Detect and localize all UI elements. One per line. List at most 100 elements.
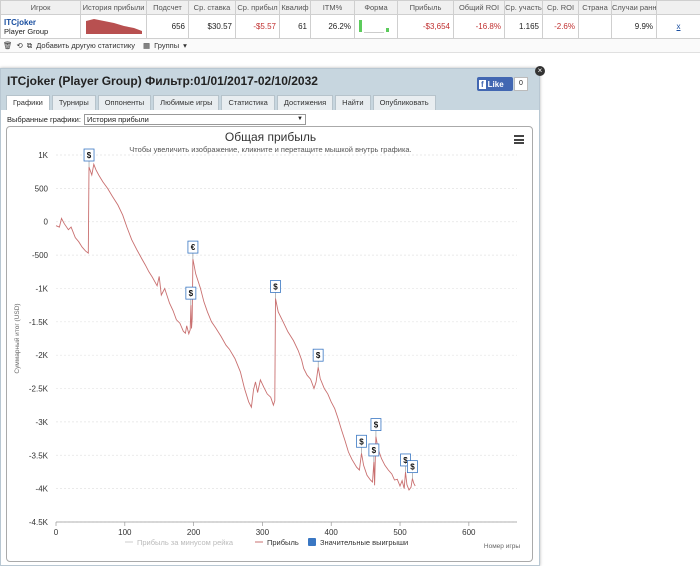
early-cases-cell: 9.9%	[611, 14, 657, 39]
tab-opponents[interactable]: Оппоненты	[97, 95, 152, 110]
x-tick-label: 0	[54, 528, 59, 537]
avg-participants-cell: 1.165	[504, 14, 543, 39]
chart-select-label: Выбранные графики:	[7, 115, 81, 124]
col-header[interactable]: Прибыль	[397, 0, 454, 15]
remove-cell: x	[656, 14, 700, 39]
significant-win-marker	[400, 453, 411, 467]
significant-win-marker	[356, 434, 367, 448]
significant-win-marker	[187, 240, 199, 254]
add-stat-button[interactable]: Добавить другую статистику	[36, 41, 136, 50]
x-tick-label: 400	[325, 528, 339, 537]
marker-label: $	[410, 463, 415, 472]
y-tick-label: -4.5K	[29, 518, 49, 527]
significant-win-marker	[270, 280, 281, 293]
tab-achievements[interactable]: Достижения	[276, 95, 334, 110]
avg-profit-cell: -$5.57	[235, 14, 280, 39]
y-tick-label: 1K	[38, 151, 48, 160]
col-header[interactable]: Подсчет	[146, 0, 189, 15]
table-toolbar: 🗑 ⟲ ⧉ Добавить другую статистику ▦ Групп…	[0, 39, 700, 53]
groups-icon: ▦	[143, 41, 151, 50]
table-header-row: Игрок История прибыли Подсчет Ср. ставка…	[0, 0, 700, 15]
count-cell: 656	[146, 14, 189, 39]
col-header[interactable]: Ср. ставка	[188, 0, 236, 15]
profit-chart[interactable]: 1K 500 0 -500 -1K -1.5K -2K -2.5K -3K -3.5K -4K -4.…	[7, 127, 534, 563]
groups-button[interactable]: Группы	[154, 41, 180, 50]
significant-win-marker	[312, 348, 324, 362]
chart-container: Общая прибыль Чтобы увеличить изображени…	[6, 126, 533, 562]
marker-label: $	[374, 421, 379, 430]
marker-label: $	[403, 456, 408, 465]
remove-link[interactable]: x	[676, 22, 681, 31]
facebook-like-button[interactable]: f Like	[477, 77, 513, 91]
significant-win-marker	[185, 286, 197, 300]
x-tick-label: 500	[393, 528, 407, 537]
x-tick-label: 300	[256, 528, 270, 537]
chart-subtitle: Чтобы увеличить изображение, кликните и …	[129, 145, 412, 154]
y-tick-label: -2K	[36, 351, 49, 360]
col-header[interactable]: Общий ROI	[453, 0, 505, 15]
total-roi-cell: -16.8%	[453, 14, 505, 39]
col-header[interactable]: Квалиф	[279, 0, 311, 15]
refresh-icon[interactable]: ⟲	[16, 41, 23, 50]
trash-icon[interactable]: 🗑	[3, 41, 13, 50]
y-tick-label: -2.5K	[29, 385, 49, 394]
chart-select-row: Выбранные графики: История прибыли	[7, 114, 306, 125]
close-icon[interactable]: ×	[535, 66, 545, 76]
y-tick-label: -1.5K	[29, 318, 49, 327]
col-header[interactable]: Ср. прибыл	[235, 0, 280, 15]
y-tick-label: 500	[35, 184, 49, 193]
col-header[interactable]: Форма	[354, 0, 398, 15]
chart-title: Общая прибыль	[224, 130, 317, 144]
marker-label: €	[191, 243, 196, 252]
profit-cell: -$3,654	[397, 14, 454, 39]
tab-tournaments[interactable]: Турниры	[51, 95, 96, 110]
tab-bar: Графики Турниры Оппоненты Любимые игры С…	[6, 95, 438, 110]
x-tick-label: 200	[187, 528, 201, 537]
marker-label: $	[87, 151, 92, 160]
marker-label: $	[316, 351, 321, 360]
add-stat-icon: ⧉	[26, 40, 33, 50]
marker-label: $	[359, 437, 364, 446]
col-header[interactable]: Игрок	[0, 0, 81, 15]
tab-statistics[interactable]: Статистика	[221, 95, 275, 110]
player-name-link[interactable]: ITCjoker	[4, 17, 37, 27]
col-header[interactable]: Ср. ROI	[542, 0, 579, 15]
sparkline-area	[86, 18, 142, 34]
marker-label: $	[273, 282, 278, 291]
y-axis-label: Суммарный итог (USD)	[13, 303, 21, 373]
significant-win-marker	[83, 148, 95, 162]
col-header[interactable]: История прибыли	[80, 0, 147, 15]
significant-win-marker	[368, 443, 380, 457]
marker-label: $	[372, 446, 377, 455]
chart-select[interactable]: История прибыли	[83, 114, 306, 125]
like-count: 0	[514, 77, 528, 91]
significant-win-marker	[370, 418, 382, 431]
col-header[interactable]: Ср. участь	[504, 0, 543, 15]
tab-find[interactable]: Найти	[335, 95, 371, 110]
x-tick-label: 600	[462, 528, 476, 537]
tab-publish[interactable]: Опубликовать	[372, 95, 436, 110]
x-axis-label: Номер игры	[484, 543, 520, 550]
table-row: ITCjoker Player Group 656 $30.57 -$5.57 …	[0, 14, 700, 39]
legend-label-net: Прибыль за минусом рейка	[137, 538, 234, 547]
player-group: Player Group	[4, 26, 49, 36]
tab-charts[interactable]: Графики	[6, 95, 50, 110]
avg-stake-cell: $30.57	[188, 14, 236, 39]
col-header[interactable]: Страна	[578, 0, 612, 15]
col-header[interactable]: ITM%	[310, 0, 355, 15]
avg-roi-cell: -2.6%	[542, 14, 579, 39]
form-bars	[359, 19, 389, 33]
x-tick-label: 100	[118, 528, 132, 537]
col-header[interactable]: Случаи ранн	[611, 0, 657, 15]
profit-history-sparkline	[80, 14, 147, 39]
itm-cell: 26.2%	[310, 14, 355, 39]
player-cell: ITCjoker Player Group	[0, 14, 81, 39]
y-tick-label: -1K	[36, 284, 49, 293]
legend-label-wins: Значительные выигрыши	[320, 538, 408, 547]
legend-swatch-wins	[308, 538, 316, 546]
y-tick-label: -3K	[36, 418, 49, 427]
tab-favorite-games[interactable]: Любимые игры	[153, 95, 220, 110]
chevron-down-icon[interactable]: ▾	[183, 41, 187, 50]
chart-menu-icon[interactable]	[514, 135, 524, 144]
y-tick-label: -4K	[36, 485, 49, 494]
